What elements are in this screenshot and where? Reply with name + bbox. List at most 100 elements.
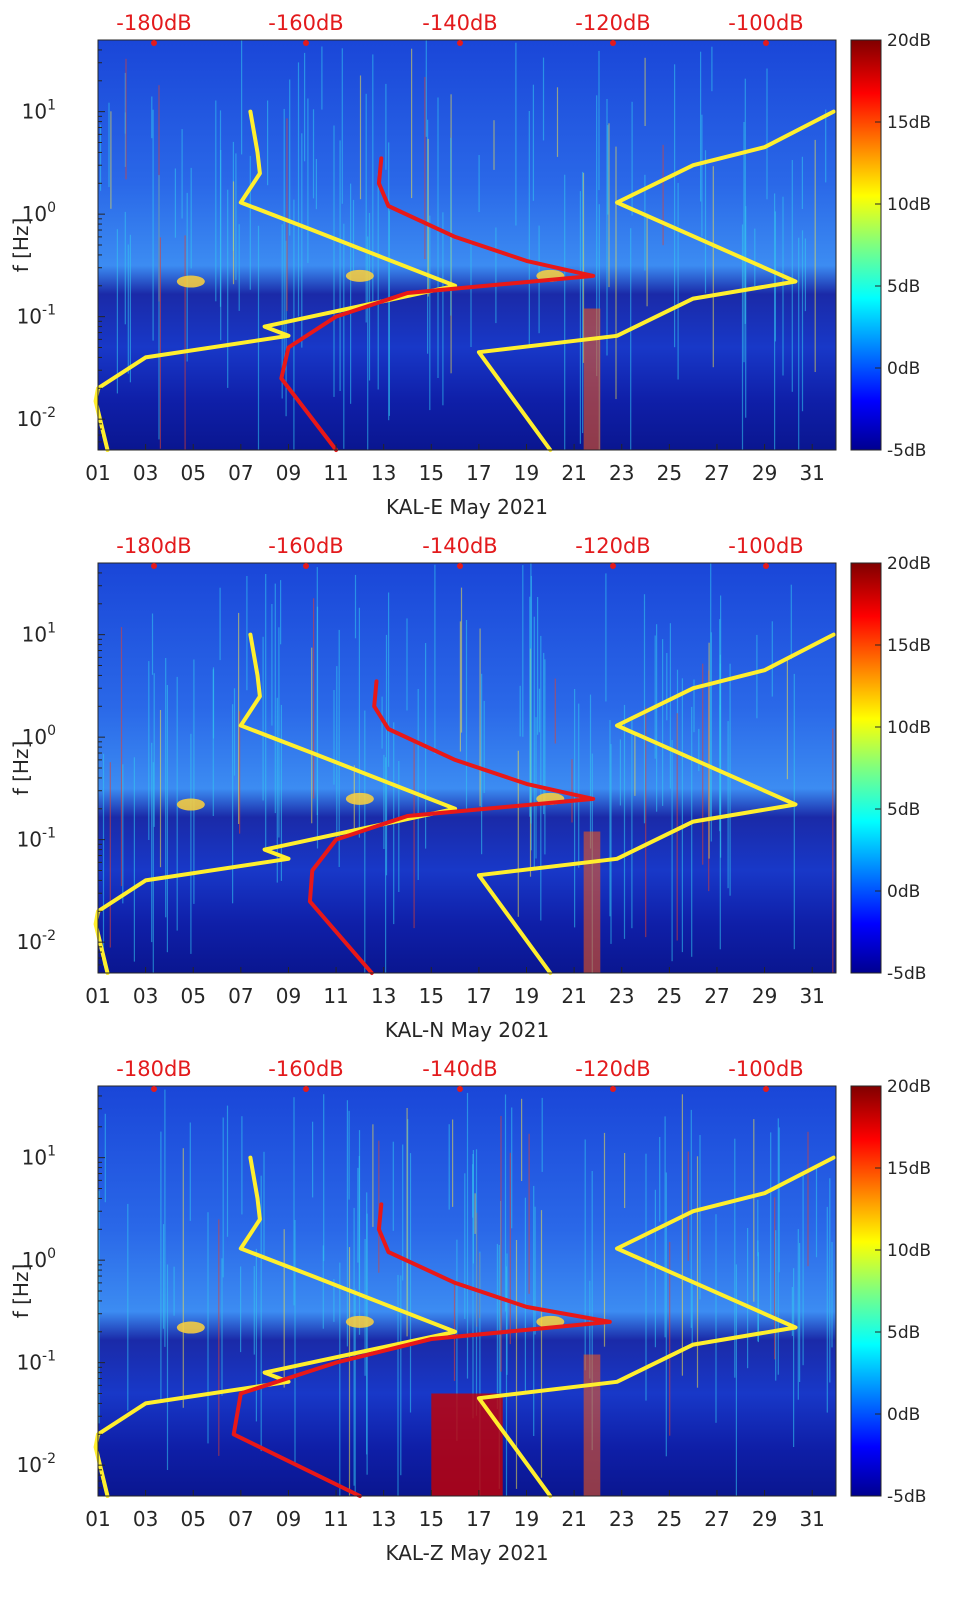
x-tick-label: 23 <box>609 1507 634 1531</box>
spectrogram-streak <box>372 1124 374 1227</box>
x-tick-label: 09 <box>276 984 301 1008</box>
spectrogram-hotspot <box>176 1321 205 1334</box>
spectrogram-streak <box>793 673 795 950</box>
spectrogram-streak <box>417 689 419 880</box>
spectrogram-streak <box>190 733 192 954</box>
spectrogram-streak <box>605 573 607 702</box>
spectrogram-streak <box>624 1153 626 1208</box>
spectrogram-streak <box>470 239 472 347</box>
colorbar <box>850 39 882 451</box>
spectrogram-streak <box>406 1108 408 1337</box>
x-tick-label: 13 <box>371 461 396 485</box>
spectrogram-streak <box>654 635 656 759</box>
spectrogram-streak <box>160 1131 162 1402</box>
spectrogram-streak <box>540 1210 543 1478</box>
spectrogram-streak <box>312 1121 314 1198</box>
spectrogram-streak <box>662 639 664 806</box>
spectrogram-streak <box>791 1287 793 1336</box>
spectrogram-streak <box>753 1119 755 1302</box>
spectrogram-streak <box>578 703 580 868</box>
spectrogram-streak <box>293 199 295 450</box>
spectrogram-streak <box>500 1116 502 1372</box>
spectrogram-streak <box>754 228 756 286</box>
spectrogram-streak <box>495 227 497 324</box>
spectrogram-streak <box>193 659 195 904</box>
spectrogram-hotspot <box>345 269 374 282</box>
colorbar-tick-label: -5dB <box>887 964 926 984</box>
spectrogram-streak <box>591 1171 593 1451</box>
spectrogram-streak <box>159 710 162 868</box>
spectrogram-streak <box>255 1248 257 1422</box>
red-curve-3 <box>279 156 596 452</box>
spectrogram-streak <box>506 1253 508 1375</box>
spectrogram-streak <box>504 1094 507 1312</box>
spectrogram-streak <box>232 704 234 904</box>
spectrogram-streak <box>645 1153 647 1401</box>
spectrogram-hotspot <box>176 275 205 288</box>
colorbar-tick-label: 5dB <box>887 1323 920 1343</box>
spectrogram-streak <box>696 1156 699 1388</box>
x-tick-label: 25 <box>657 1507 682 1531</box>
spectrogram-streak <box>333 1279 335 1322</box>
spectrogram-streak <box>459 621 461 752</box>
spectrogram-streak <box>182 1148 184 1408</box>
x-tick-label: 23 <box>609 984 634 1008</box>
spectrogram-streak <box>690 1109 692 1328</box>
spectrogram-streak <box>804 238 806 312</box>
colorbar-tick-label: -5dB <box>887 441 926 461</box>
spectrogram-streak <box>799 1243 801 1382</box>
spectrogram-streak <box>584 1139 586 1371</box>
spectrogram-streak <box>479 1251 481 1496</box>
spectrogram-streak <box>831 1242 833 1348</box>
y-tick-label: 101 <box>22 621 56 647</box>
x-tick-label: 13 <box>371 1507 396 1531</box>
spectrogram-streak <box>475 1149 478 1416</box>
spectrogram-streak <box>608 123 610 288</box>
spectrogram-streak <box>832 728 834 973</box>
colorbar-tick-label: 10dB <box>887 195 931 215</box>
spectrogram-streak <box>152 109 154 341</box>
spectrogram-field <box>98 40 836 450</box>
spectrogram-streak <box>659 1137 661 1222</box>
spectrogram-streak <box>388 210 390 416</box>
top-db-tick-label: -140dB <box>422 11 497 35</box>
spectrogram-streak <box>603 1132 606 1347</box>
colorbar-tick-label: 20dB <box>887 31 931 51</box>
spectrogram-streak <box>358 607 360 838</box>
spectrogram-streak <box>350 183 352 404</box>
spectrogram-streak <box>286 118 288 312</box>
spectrogram-streak <box>222 1117 224 1278</box>
spectrogram-streak <box>529 596 531 817</box>
spectrogram-streak <box>517 750 519 917</box>
spectrogram-streak <box>151 96 153 139</box>
spectrogram-streak <box>181 129 183 219</box>
spectrogram-streak <box>630 228 632 450</box>
spectrogram-streak <box>235 153 237 280</box>
spectrogram-streak <box>343 223 345 449</box>
x-tick-label: 15 <box>419 461 444 485</box>
spectrogram-streak <box>278 627 280 838</box>
spectrogram-streak <box>790 584 792 660</box>
top-db-tick-label: -120dB <box>575 11 650 35</box>
y-axis-label: f [Hz] <box>9 1264 33 1319</box>
spectrogram-streak <box>538 688 540 733</box>
y-tick-label: 101 <box>22 1144 56 1170</box>
spectrogram-streak <box>766 68 768 200</box>
top-db-tick-mark <box>151 563 157 569</box>
spectrogram-streak <box>729 663 731 896</box>
spectrogram-streak <box>321 46 323 110</box>
x-tick-label: 27 <box>704 984 729 1008</box>
spectrogram-streak <box>564 174 566 450</box>
spectrogram-streak <box>710 632 712 842</box>
spectrogram-streak <box>801 230 804 412</box>
spectrogram-streak <box>348 1110 350 1200</box>
top-db-tick-label: -120dB <box>575 1057 650 1081</box>
spectrogram-streak <box>582 171 584 434</box>
spectrogram-streak <box>530 563 532 824</box>
colorbar-tick-label: 20dB <box>887 1077 931 1097</box>
spectrogram-streak <box>571 759 573 823</box>
spectrogram-streak <box>609 720 611 917</box>
spectrogram-streak <box>378 1140 380 1273</box>
spectrogram-streak <box>151 742 153 943</box>
y-tick-label: 10-2 <box>17 928 56 954</box>
